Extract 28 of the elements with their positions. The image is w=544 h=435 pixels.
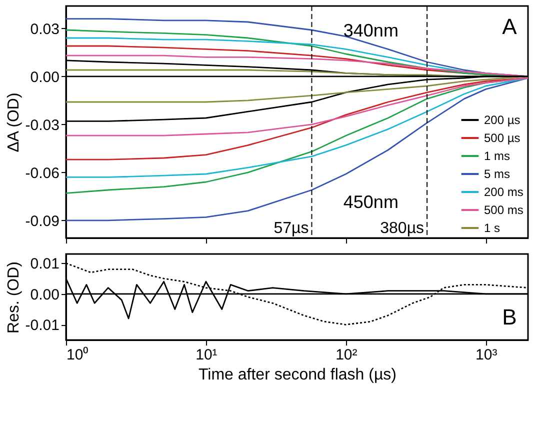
legend-label: 1 ms: [484, 149, 510, 163]
legend-label: 500 ms: [484, 203, 524, 217]
x-tick-label: 10⁰: [66, 346, 88, 364]
x-tick-label: 10¹: [196, 346, 218, 364]
legend-label: 1 s: [484, 221, 500, 235]
y-tick-label: -0.06: [25, 164, 60, 182]
x-axis-title: Time after second flash (µs): [198, 366, 397, 384]
y-tick-label: -0.03: [25, 116, 60, 134]
legend-label: 5 ms: [484, 167, 510, 181]
y-tick-label: 0.00: [30, 68, 60, 86]
legend-label: 200 ms: [484, 185, 524, 199]
y-tick-label: 0.03: [30, 20, 60, 38]
legend-label: 200 µs: [484, 113, 520, 127]
ref-line-label: 380µs: [380, 220, 424, 237]
y-tick-label: -0.01: [25, 317, 60, 334]
annotation: 340nm: [343, 20, 398, 41]
y-axis-title: ΔA (OD): [5, 92, 22, 152]
x-tick-label: 10²: [336, 346, 358, 364]
y-tick-label: -0.09: [25, 212, 60, 230]
y-tick-label: 0.01: [30, 256, 60, 273]
annotation: B: [502, 304, 517, 330]
x-tick-label: 10³: [476, 346, 498, 364]
legend-label: 500 µs: [484, 131, 520, 145]
y-axis-title: Res. (OD): [5, 262, 22, 334]
ref-line-label: 57µs: [274, 220, 309, 237]
annotation: A: [502, 14, 518, 39]
y-tick-label: 0.00: [30, 286, 60, 304]
annotation: 450nm: [343, 192, 398, 212]
